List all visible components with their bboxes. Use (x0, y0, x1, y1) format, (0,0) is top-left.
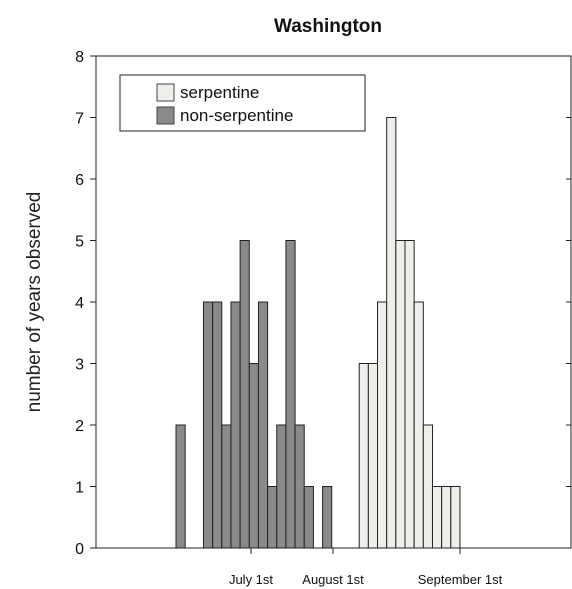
legend: serpentine non-serpentine (119, 74, 366, 132)
y-tick-label: 6 (75, 172, 84, 189)
y-tick-label: 7 (75, 111, 84, 128)
bar-non-serpentine-12 (285, 240, 296, 549)
bar-non-serpentine-16 (322, 486, 333, 549)
y-axis-ticks: 0 1 2 3 4 5 6 7 8 (75, 49, 96, 558)
bar-serpentine-21 (367, 363, 379, 549)
y-tick-label: 5 (75, 234, 84, 251)
y-axis-label: number of years observed (24, 192, 45, 413)
bar-serpentine-28 (431, 486, 443, 549)
legend-swatch-non-serpentine (156, 106, 175, 125)
bar-non-serpentine-10 (267, 486, 278, 549)
bar-non-serpentine-5 (221, 424, 232, 549)
x-tick-label: August 1st (302, 572, 364, 587)
x-tick-label: July 1st (229, 572, 273, 587)
y-tick-label: 8 (75, 49, 84, 66)
bar-serpentine-20 (358, 363, 369, 549)
bar-non-serpentine-14 (303, 486, 314, 549)
y-tick-label: 2 (75, 418, 84, 435)
legend-label-serpentine: serpentine (180, 83, 259, 102)
bar-serpentine-29 (441, 486, 452, 549)
x-tick-label: September 1st (418, 572, 503, 587)
bar-serpentine-23 (386, 117, 397, 549)
bar-non-serpentine-13 (294, 424, 305, 549)
bar-non-serpentine-6 (230, 301, 241, 549)
bar-serpentine-22 (377, 301, 388, 549)
bar-non-serpentine-8 (248, 363, 259, 549)
bar-non-serpentine-0 (175, 424, 186, 549)
x-axis-ticks: July 1st August 1st September 1st (229, 548, 503, 587)
y-tick-label: 1 (75, 480, 84, 497)
chart-title: Washington (274, 16, 382, 37)
y-axis-ticks-right (566, 55, 571, 549)
bar-non-serpentine-4 (212, 301, 223, 549)
y-tick-label: 4 (75, 295, 84, 312)
legend-label-non-serpentine: non-serpentine (180, 106, 293, 125)
bar-serpentine-27 (422, 424, 433, 549)
bar-non-serpentine-7 (239, 240, 250, 549)
bar-serpentine-30 (450, 486, 461, 549)
y-tick-label: 0 (75, 541, 84, 558)
y-tick-label: 3 (75, 357, 84, 374)
bar-serpentine-24 (395, 240, 406, 549)
bar-non-serpentine-3 (202, 301, 214, 549)
bar-non-serpentine-9 (257, 301, 269, 549)
bar-serpentine-26 (413, 301, 424, 549)
bars-group (175, 117, 461, 549)
legend-swatch-serpentine (156, 83, 175, 102)
bar-serpentine-25 (404, 240, 415, 549)
bar-non-serpentine-11 (276, 424, 287, 549)
